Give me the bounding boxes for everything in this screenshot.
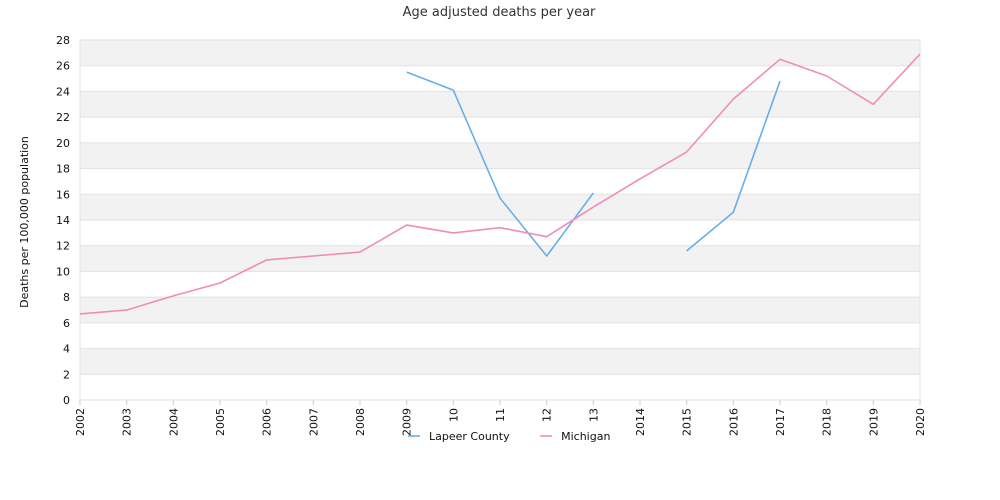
y-tick-label: 26: [56, 60, 70, 73]
legend-label-lapeer-county: Lapeer County: [429, 430, 510, 443]
x-tick-label: 10: [447, 408, 460, 422]
y-tick-label: 2: [63, 368, 70, 381]
y-axis-label: Deaths per 100,000 population: [18, 136, 31, 308]
y-tick-label: 16: [56, 188, 70, 201]
x-tick-label: 2019: [867, 408, 880, 436]
x-tick-label: 2014: [634, 408, 647, 436]
y-tick-label: 0: [63, 394, 70, 407]
y-tick-label: 10: [56, 265, 70, 278]
grid-band: [80, 40, 920, 66]
x-tick-label: 2007: [307, 408, 320, 436]
x-axis: 2002 2003 2004 2005 2006 2007 2008 2009 10 11 12 13…: [74, 400, 927, 436]
y-tick-label: 18: [56, 163, 70, 176]
legend-label-michigan: Michigan: [561, 430, 610, 443]
grid-band: [80, 297, 920, 323]
x-tick-label: 2018: [821, 408, 834, 436]
x-tick-label: 2006: [261, 408, 274, 436]
grid-band: [80, 65, 920, 92]
x-tick-label: 2002: [74, 408, 87, 436]
y-tick-label: 22: [56, 111, 70, 124]
y-tick-label: 28: [56, 34, 70, 47]
y-tick-label: 12: [56, 240, 70, 253]
series-lines: [79, 53, 921, 315]
grid-band: [80, 374, 920, 400]
x-tick-label: 2017: [774, 408, 787, 436]
x-tick-label: 2005: [214, 408, 227, 436]
chart-title: Age adjusted deaths per year: [403, 5, 596, 20]
x-tick-label: 2009: [401, 408, 414, 436]
x-tick-label: 2003: [121, 408, 134, 436]
grid-band: [80, 322, 920, 349]
y-tick-label: 20: [56, 137, 70, 150]
y-tick-label: 6: [63, 317, 70, 330]
series-line-michigan: [79, 53, 921, 315]
x-tick-label: 12: [541, 408, 554, 422]
grid-band: [80, 348, 920, 375]
grid-band: [80, 271, 920, 298]
x-tick-label: 2008: [354, 408, 367, 436]
grid-band: [80, 245, 920, 272]
grid-band: [80, 142, 920, 169]
x-tick-label: 2004: [167, 408, 180, 436]
grid-band: [80, 91, 920, 118]
grid-band: [80, 117, 920, 143]
plot-background: [79, 39, 921, 401]
y-tick-label: 14: [56, 214, 70, 227]
x-tick-label: 2020: [914, 408, 927, 436]
grid-band: [80, 220, 920, 246]
legend: Lapeer County Michigan: [408, 430, 610, 443]
series-line-lapeer-county: [406, 71, 594, 257]
y-tick-label: 4: [63, 343, 70, 356]
y-tick-label: 24: [56, 85, 70, 98]
x-tick-label: 2016: [727, 408, 740, 436]
x-tick-label: 13: [587, 408, 600, 422]
series-line-lapeer-county: [686, 80, 781, 252]
y-tick-label: 8: [63, 291, 70, 304]
gridlines: [80, 39, 920, 401]
x-tick-label: 11: [494, 408, 507, 422]
x-tick-label: 2015: [681, 408, 694, 436]
grid-band: [80, 168, 920, 195]
